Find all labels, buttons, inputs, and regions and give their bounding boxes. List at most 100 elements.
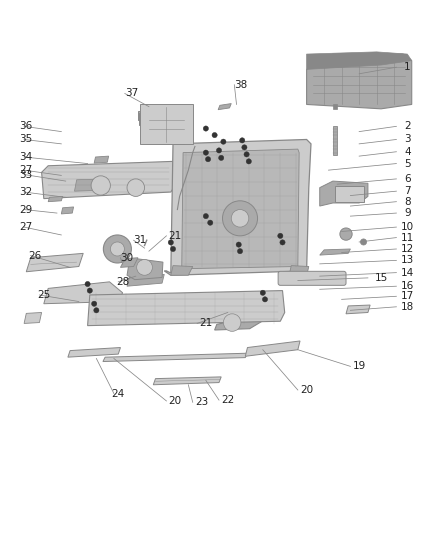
Circle shape bbox=[203, 150, 208, 155]
Text: 33: 33 bbox=[20, 169, 33, 180]
Text: 5: 5 bbox=[404, 159, 411, 168]
Polygon shape bbox=[42, 161, 175, 199]
Polygon shape bbox=[24, 312, 42, 324]
Circle shape bbox=[221, 139, 226, 144]
Bar bbox=[138, 111, 177, 120]
Polygon shape bbox=[320, 181, 368, 206]
Bar bbox=[335, 187, 364, 201]
Circle shape bbox=[244, 152, 249, 157]
Circle shape bbox=[340, 228, 352, 240]
Circle shape bbox=[127, 179, 145, 197]
Circle shape bbox=[223, 314, 241, 332]
Circle shape bbox=[278, 233, 283, 238]
Text: 12: 12 bbox=[401, 244, 414, 254]
Text: 7: 7 bbox=[404, 186, 411, 196]
Polygon shape bbox=[280, 274, 344, 282]
Text: 30: 30 bbox=[120, 253, 134, 263]
Text: 38: 38 bbox=[234, 80, 247, 90]
Text: 17: 17 bbox=[401, 291, 414, 301]
Polygon shape bbox=[320, 249, 350, 255]
Text: 15: 15 bbox=[374, 273, 388, 283]
Polygon shape bbox=[346, 305, 370, 314]
Text: 1: 1 bbox=[404, 62, 411, 72]
Circle shape bbox=[360, 239, 367, 245]
Circle shape bbox=[137, 260, 152, 275]
Text: 13: 13 bbox=[401, 255, 414, 265]
Polygon shape bbox=[153, 377, 221, 385]
Text: 8: 8 bbox=[404, 197, 411, 207]
Polygon shape bbox=[48, 197, 63, 201]
Text: 11: 11 bbox=[401, 232, 414, 243]
Text: 23: 23 bbox=[195, 397, 208, 407]
Polygon shape bbox=[245, 341, 300, 356]
Polygon shape bbox=[26, 253, 83, 272]
Text: 28: 28 bbox=[116, 277, 129, 287]
Text: 36: 36 bbox=[20, 122, 33, 131]
FancyBboxPatch shape bbox=[278, 271, 346, 285]
Circle shape bbox=[91, 176, 110, 195]
Text: 19: 19 bbox=[353, 361, 366, 372]
Text: 37: 37 bbox=[125, 88, 138, 99]
Circle shape bbox=[92, 301, 97, 306]
Text: 20: 20 bbox=[300, 385, 313, 395]
Text: 18: 18 bbox=[401, 302, 414, 312]
Polygon shape bbox=[120, 258, 138, 268]
Circle shape bbox=[94, 308, 99, 313]
Circle shape bbox=[212, 133, 217, 138]
Circle shape bbox=[260, 290, 265, 295]
Circle shape bbox=[280, 240, 285, 245]
Text: 26: 26 bbox=[28, 251, 42, 261]
Circle shape bbox=[237, 248, 243, 254]
Text: 25: 25 bbox=[37, 290, 50, 300]
Text: 6: 6 bbox=[404, 174, 411, 184]
Polygon shape bbox=[44, 282, 123, 304]
Text: 22: 22 bbox=[221, 395, 234, 405]
Polygon shape bbox=[307, 54, 412, 109]
Circle shape bbox=[103, 235, 131, 263]
Text: 10: 10 bbox=[401, 222, 414, 232]
Text: 16: 16 bbox=[401, 281, 414, 291]
Circle shape bbox=[236, 242, 241, 247]
Text: 21: 21 bbox=[199, 318, 212, 328]
Polygon shape bbox=[127, 274, 164, 286]
Polygon shape bbox=[333, 126, 337, 155]
Circle shape bbox=[85, 281, 90, 287]
Polygon shape bbox=[164, 140, 311, 275]
Polygon shape bbox=[68, 348, 120, 357]
Polygon shape bbox=[127, 259, 163, 280]
Polygon shape bbox=[61, 207, 74, 214]
Polygon shape bbox=[88, 290, 285, 326]
Polygon shape bbox=[94, 156, 109, 163]
Circle shape bbox=[219, 155, 224, 160]
Text: 35: 35 bbox=[20, 134, 33, 144]
Circle shape bbox=[231, 209, 249, 227]
Text: 4: 4 bbox=[404, 147, 411, 157]
Text: 27: 27 bbox=[20, 222, 33, 232]
Text: 3: 3 bbox=[404, 134, 411, 144]
Circle shape bbox=[109, 248, 114, 254]
Circle shape bbox=[216, 148, 222, 153]
Circle shape bbox=[110, 242, 124, 256]
Circle shape bbox=[205, 157, 211, 162]
Polygon shape bbox=[74, 179, 105, 191]
Bar bbox=[139, 113, 181, 125]
Polygon shape bbox=[218, 103, 231, 110]
Polygon shape bbox=[182, 149, 299, 269]
Circle shape bbox=[262, 297, 268, 302]
Text: 29: 29 bbox=[20, 205, 33, 215]
Circle shape bbox=[107, 242, 112, 247]
Text: 21: 21 bbox=[169, 231, 182, 241]
Circle shape bbox=[240, 138, 245, 143]
Text: 27: 27 bbox=[20, 165, 33, 175]
Circle shape bbox=[203, 126, 208, 131]
Polygon shape bbox=[333, 104, 337, 109]
Circle shape bbox=[87, 288, 92, 293]
Text: 2: 2 bbox=[404, 122, 411, 131]
Text: 32: 32 bbox=[20, 187, 33, 197]
Circle shape bbox=[168, 240, 173, 245]
Circle shape bbox=[170, 246, 176, 252]
Text: 24: 24 bbox=[112, 389, 125, 399]
Polygon shape bbox=[215, 308, 272, 330]
Polygon shape bbox=[171, 265, 193, 275]
Circle shape bbox=[208, 220, 213, 225]
